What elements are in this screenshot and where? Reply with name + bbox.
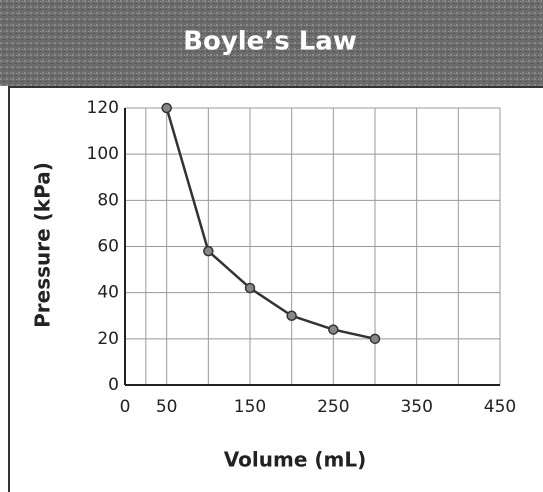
- y-tick-label: 20: [97, 329, 119, 349]
- x-tick-label: 0: [120, 397, 131, 417]
- x-axis-label: Volume (mL): [224, 448, 366, 472]
- x-tick-label: 150: [234, 397, 266, 417]
- y-tick-label: 100: [87, 144, 119, 164]
- x-tick-label: 250: [317, 397, 349, 417]
- y-tick-label: 40: [97, 283, 119, 303]
- data-point: [161, 102, 172, 114]
- data-line: [165, 107, 376, 341]
- y-tick-label: 120: [87, 98, 119, 118]
- data-point: [203, 245, 214, 257]
- y-tick-label: 80: [97, 190, 119, 210]
- data-point: [369, 333, 381, 345]
- data-point: [286, 310, 297, 321]
- data-point: [328, 324, 339, 335]
- title-bar: [0, 0, 543, 86]
- chart-title: Boyle’s Law: [183, 27, 357, 57]
- x-tick-label: 450: [484, 397, 516, 417]
- y-tick-label: 60: [97, 237, 119, 257]
- x-tick-label: 350: [400, 397, 432, 417]
- data-point: [244, 282, 256, 294]
- y-axis-label: Pressure (kPa): [31, 162, 55, 328]
- y-tick-label: 0: [108, 375, 119, 395]
- x-tick-label: 50: [156, 397, 178, 417]
